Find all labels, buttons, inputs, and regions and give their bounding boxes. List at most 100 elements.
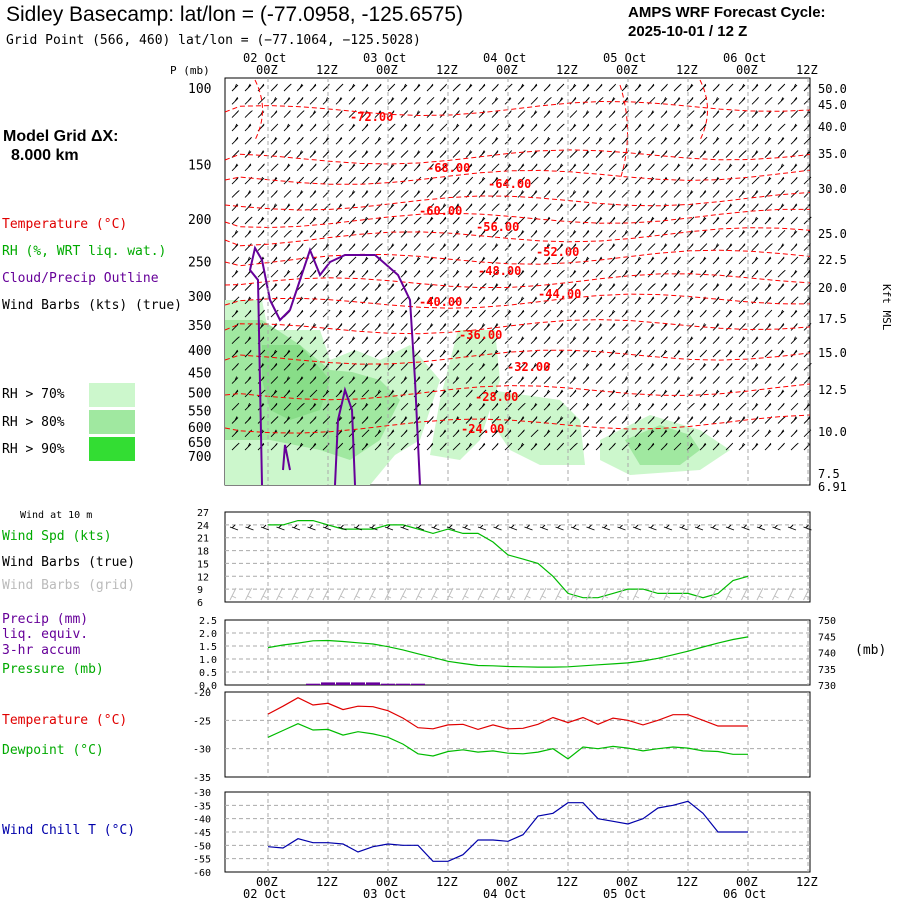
wind-barb: [543, 256, 551, 265]
pressure-tick-label-right: 750: [818, 616, 836, 627]
wind-barb: [426, 216, 434, 225]
wind-barb: [712, 442, 720, 451]
wind-barb: [387, 83, 396, 92]
wind-barb: [517, 230, 525, 238]
wind-barb: [465, 296, 473, 305]
wind-barb: [712, 176, 720, 185]
wind-barb: [647, 123, 655, 132]
wind-barb: [777, 269, 786, 278]
wind-barb: [465, 269, 473, 278]
legend-cloud: Cloud/Precip Outline: [2, 271, 159, 286]
wind-barb: [400, 243, 408, 251]
wind-barb: [725, 256, 733, 265]
wind-barb: [764, 230, 772, 238]
wind-barb: [673, 97, 681, 105]
wind-barb: [777, 256, 785, 265]
wind-barb: [309, 429, 318, 438]
wind-barb: [361, 323, 370, 331]
wind-barb: [608, 269, 617, 278]
wind-barb: [751, 416, 759, 424]
wind-barb: [764, 442, 772, 451]
wind-barb: [452, 123, 460, 132]
wind-barb: [647, 336, 655, 345]
wind-barb: [244, 123, 252, 132]
wind-barb: [621, 110, 630, 118]
wind-barb: [595, 203, 604, 212]
wind-barb: [777, 429, 785, 438]
wind-barb: [387, 309, 395, 318]
pressure-tick-label-right: 745: [818, 632, 836, 643]
wind-barb: [777, 150, 785, 158]
wind-tick-label: 27: [197, 508, 209, 519]
wind-barb: [400, 190, 409, 198]
wind-barb: [699, 123, 707, 132]
wind-barb: [582, 97, 590, 105]
wind-barb: [738, 296, 747, 305]
pressure-tick-label: 100: [188, 82, 211, 97]
wind-barb: [257, 96, 266, 105]
wind-barb: [751, 150, 759, 158]
wind-barb: [270, 256, 278, 265]
wind-barb: [309, 269, 317, 278]
wind-barb: [478, 136, 487, 145]
wind-barb: [556, 97, 564, 105]
wind-barb-true: [400, 524, 409, 531]
wind-barb: [478, 349, 487, 358]
wind-barb: [465, 123, 473, 132]
wind-barb: [660, 110, 668, 118]
wind-barb: [790, 83, 798, 92]
wind-barb: [699, 363, 707, 371]
wind-barb: [348, 123, 356, 132]
wind-barb: [452, 429, 460, 438]
wind-barb: [790, 429, 798, 438]
wind-barb: [231, 442, 240, 451]
rh-region-6: [625, 425, 700, 465]
top-hour-label: 12Z: [796, 63, 818, 77]
wind-barb: [283, 256, 291, 265]
wind-barb: [296, 123, 304, 132]
wind-barb-true: [539, 524, 549, 531]
wind-barb: [530, 323, 539, 331]
wind-barb: [413, 243, 421, 251]
wind-barb: [439, 442, 447, 451]
wind-barb: [764, 349, 773, 358]
wind-barb: [400, 376, 408, 384]
precip-tick-label: 1.0: [199, 655, 217, 666]
wind-barb: [244, 442, 252, 451]
wind-barb: [413, 97, 421, 105]
precip-frame: [224, 619, 811, 686]
wind-barb: [491, 296, 499, 305]
wind-barb: [582, 416, 590, 424]
wind-barb: [478, 190, 486, 198]
pressure-unit-label: (mb): [855, 643, 887, 658]
wind-barb: [296, 349, 304, 358]
wind-barb: [712, 123, 721, 132]
wind-barb: [777, 243, 785, 251]
wind-barb: [478, 96, 487, 105]
wind-barb: [348, 190, 356, 198]
wind-barb: [725, 229, 734, 238]
wind-barb: [608, 389, 616, 398]
wind-barb: [543, 123, 551, 132]
wind-barb: [712, 336, 720, 345]
wind-barb: [751, 336, 759, 345]
wind-barb: [543, 190, 551, 198]
wind-barb: [244, 136, 252, 145]
wind-barb: [231, 336, 240, 345]
wind-barb: [725, 97, 733, 105]
wind-barb: [764, 309, 773, 318]
wind-barb-true: [245, 524, 254, 531]
wind-barb: [361, 230, 369, 238]
wind-barb: [803, 123, 811, 132]
wind-barb: [608, 323, 616, 331]
wind-barb: [504, 176, 512, 185]
wind-barb-true: [772, 524, 781, 531]
wind-barb: [361, 416, 369, 424]
wind-barb: [725, 163, 733, 172]
wind-barb: [374, 389, 382, 398]
top-date-label: 04 Oct: [483, 51, 526, 65]
wind-barb: [374, 230, 382, 238]
wind-barb: [270, 123, 279, 132]
wind-barb: [491, 269, 500, 278]
wind-barb: [751, 96, 759, 105]
